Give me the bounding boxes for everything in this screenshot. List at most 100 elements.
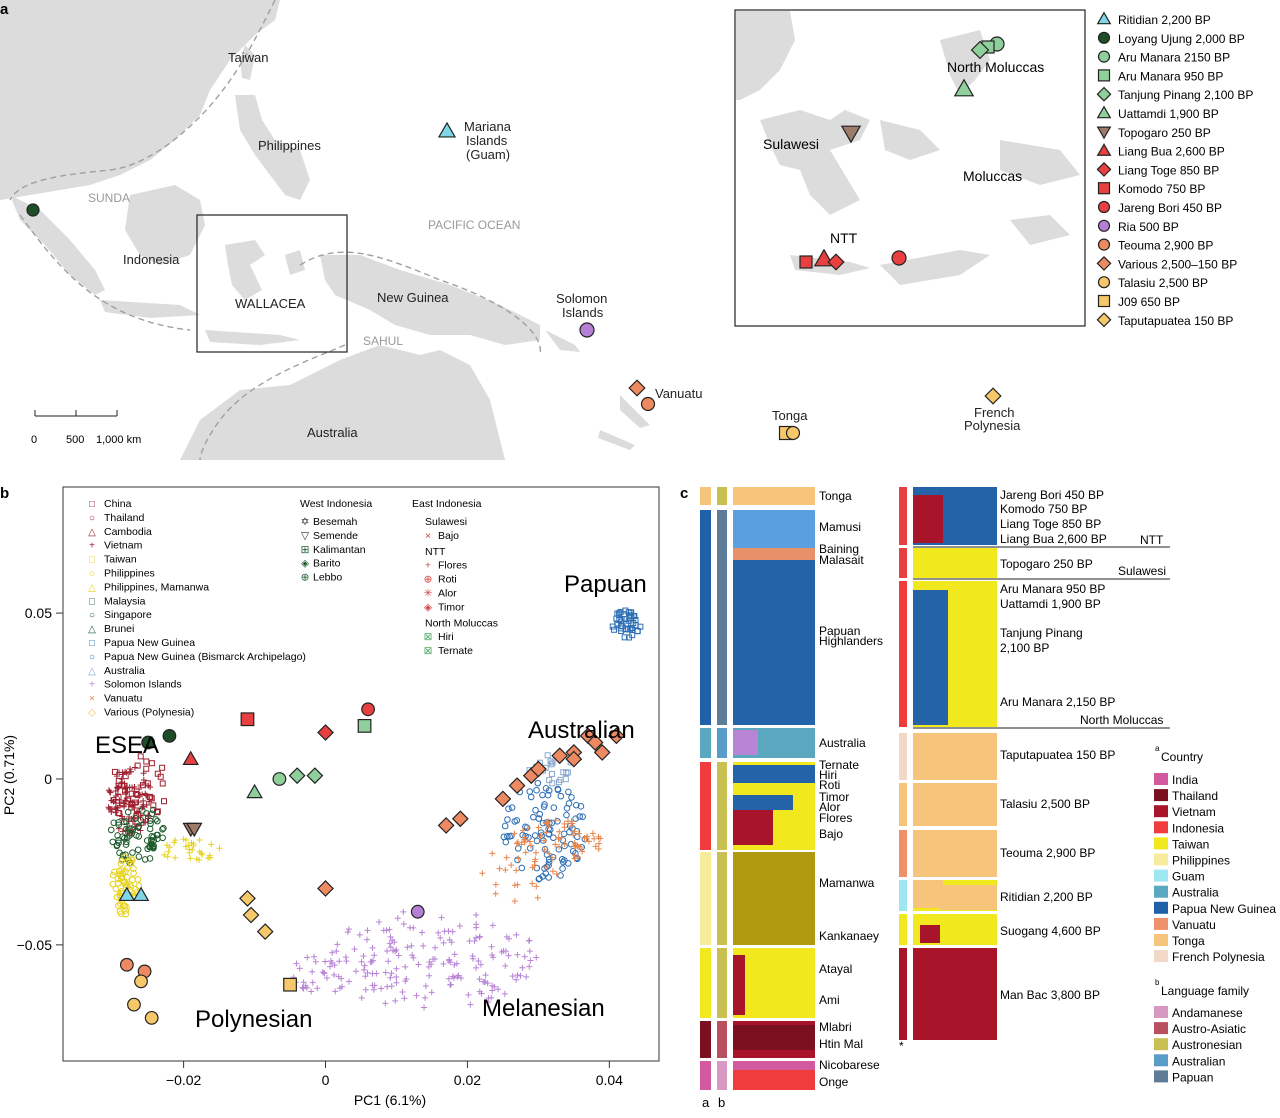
reference-point [526,838,533,845]
reference-point [511,898,518,905]
map-marker-7 [785,425,801,441]
legend-a-label-12: Teouma 2,900 BP [1118,239,1213,253]
legend-a-marker-9 [1097,182,1111,195]
legend-country-swatch-2 [1154,805,1168,818]
country-strip-6 [700,852,711,945]
reference-point [159,764,166,771]
ancient-country-strip-1 [899,548,907,578]
reference-point [563,804,571,812]
reference-point [399,989,406,996]
left-row-label-0: Tonga [819,489,852,503]
map-marker-5 [984,387,1002,405]
reference-point [123,838,130,846]
reference-point [146,793,153,800]
reference-point [479,870,486,877]
reference-point [134,792,141,799]
reference-point [393,979,400,986]
legend-country-sup: a [1155,744,1160,753]
ancient-point-3 [162,728,177,743]
reference-point [166,844,173,851]
legend-b-label-9: Brunei [104,623,134,635]
reference-point [426,972,433,979]
region-label-melanesian: Melanesian [482,995,605,1022]
reference-point [331,962,338,969]
ancient-point-20 [144,1010,159,1025]
ancient-point-15 [410,904,425,919]
reference-point [502,866,509,873]
legend-b-marker-9: △ [88,624,96,635]
reference-point [456,923,463,930]
legend-language-swatch-4 [1154,1070,1168,1083]
legend-b-east-label-0-0: Bajo [438,530,459,542]
ancient-point-27 [451,810,469,828]
legend-country-label-2: Vietnam [1172,805,1216,819]
reference-point [183,837,190,844]
legend-b-east-group-2: North Moluccas [425,617,498,629]
reference-point [135,833,143,840]
reference-point [578,844,585,851]
reference-point [511,818,519,825]
reference-point [401,995,408,1002]
reference-point [495,986,502,993]
reference-point [140,782,147,789]
left-row-label-3: Malasait [819,553,864,567]
region-label-polynesian: Polynesian [195,1006,312,1033]
reference-point [561,824,568,831]
ancient-point-36 [608,727,625,745]
ancient-point-32 [551,747,569,765]
reference-point [591,835,598,842]
legend-language-swatch-1 [1154,1022,1168,1035]
reference-point [419,929,426,936]
legend-country-swatch-3 [1154,821,1168,834]
reference-point [392,997,399,1004]
right-row-label-9: Aru Manara 2,150 BP [1000,695,1115,709]
reference-point [492,881,499,888]
legend-country-label-4: Taiwan [1172,837,1209,851]
map-markers [26,121,1002,441]
ancient-texture-1 [913,495,943,543]
reference-point [135,823,143,830]
reference-point [527,842,534,849]
reference-point [465,991,472,998]
reference-point [513,840,520,847]
legend-b-label-14: Vanuatu [104,693,142,705]
reference-point [395,952,402,959]
legend-b-marker-1: ○ [89,513,95,524]
reference-point [149,806,157,814]
legend-b-west-marker-3: ◈ [301,558,310,570]
reference-point [293,960,300,967]
admixture-texture-6 [733,955,745,1015]
reference-point [637,623,644,630]
reference-point [532,856,539,863]
ancient-point-8 [357,718,372,733]
reference-point [361,962,368,969]
legend-a-marker-15 [1097,294,1111,308]
legend-country-swatch-7 [1154,885,1168,898]
reference-point [105,787,112,794]
reference-point [448,939,455,946]
reference-point [565,788,572,796]
reference-point [157,773,164,780]
reference-point [575,830,582,837]
reference-point [532,849,539,856]
legend-a-marker-16 [1096,312,1112,328]
legend-country-swatch-9 [1154,917,1168,930]
reference-point [440,960,447,967]
reference-point [128,825,135,832]
reference-point [119,870,127,877]
right-row-label-10: Taputapuatea 150 BP [1000,748,1115,762]
reference-samples [105,607,644,1011]
reference-point [364,936,371,943]
reference-point [143,765,150,772]
reference-point [482,972,489,979]
wallacea-box [196,214,348,353]
reference-point [413,992,420,999]
reference-point [188,839,195,846]
ancient-point-26 [437,817,455,834]
legend-b-east-title: East Indonesia [412,498,482,510]
reference-point [351,946,358,953]
legend-a-marker-2 [1097,50,1111,63]
reference-point [517,972,524,979]
reference-point [385,958,392,965]
